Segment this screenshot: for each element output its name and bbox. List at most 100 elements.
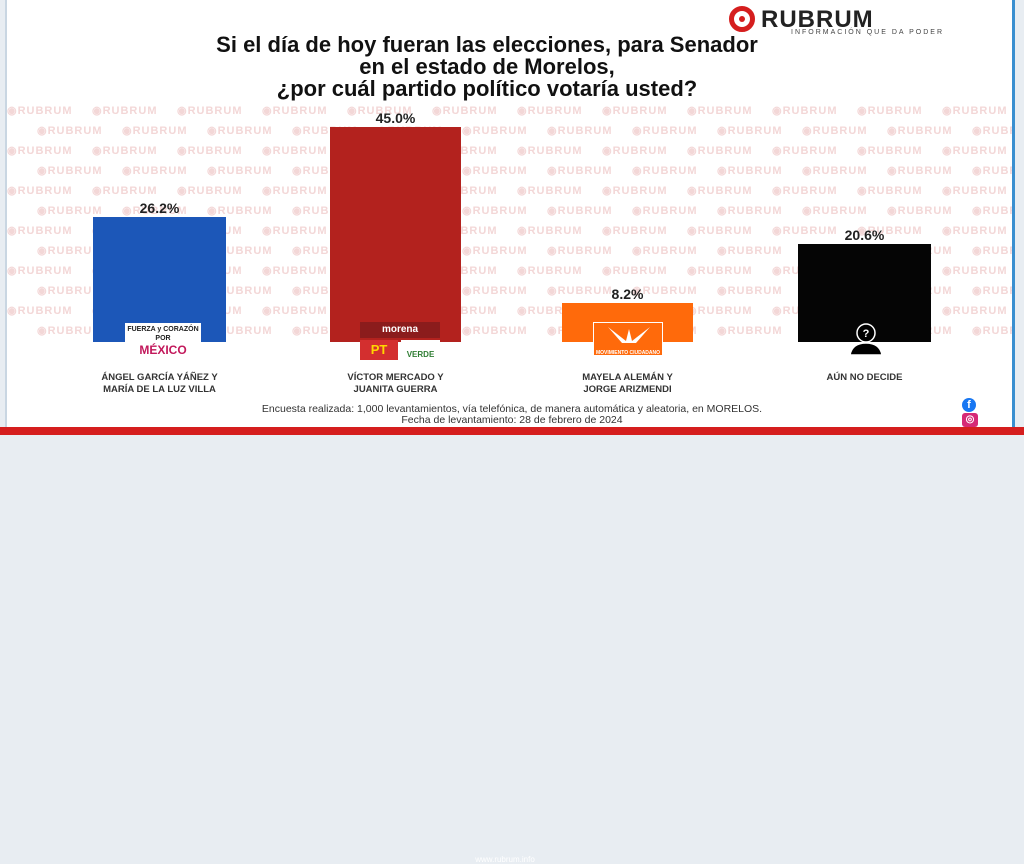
watermark-text: ◉RUBRUM bbox=[37, 285, 103, 297]
watermark-text: ◉RUBRUM bbox=[972, 325, 1012, 337]
survey-methodology: Encuesta realizada: 1,000 levantamientos… bbox=[261, 403, 763, 415]
facebook-icon[interactable]: f bbox=[962, 398, 976, 412]
watermark-text: ◉RUBRUM bbox=[887, 165, 953, 177]
watermark-text: ◉RUBRUM bbox=[857, 225, 923, 237]
watermark-text: ◉RUBRUM bbox=[262, 105, 328, 117]
brand-tagline: INFORMACIÓN QUE DA PODER bbox=[791, 29, 945, 36]
bar-value-label: 45.0% bbox=[375, 110, 416, 126]
morena-pt-verde-logo: morena PT VERDE bbox=[360, 322, 440, 360]
watermark-text: ◉RUBRUM bbox=[972, 285, 1012, 297]
watermark-text: ◉RUBRUM bbox=[547, 165, 613, 177]
watermark-text: ◉RUBRUM bbox=[972, 205, 1012, 217]
bar bbox=[93, 216, 226, 342]
survey-footer: Encuesta realizada: 1,000 levantamientos… bbox=[7, 403, 1012, 426]
watermark-text: ◉RUBRUM bbox=[687, 265, 753, 277]
watermark-text: ◉RUBRUM bbox=[602, 145, 668, 157]
watermark-text: ◉RUBRUM bbox=[207, 205, 273, 217]
candidate-label: ÁNGEL GARCÍA YÁÑEZ Y MARÍA DE LA LUZ VILL… bbox=[101, 372, 218, 395]
chart-title-line: Si el día de hoy fueran las elecciones, … bbox=[216, 32, 758, 57]
watermark-text: ◉RUBRUM bbox=[177, 105, 243, 117]
watermark-text: ◉RUBRUM bbox=[717, 285, 783, 297]
watermark-text: ◉RUBRUM bbox=[772, 225, 838, 237]
watermark-text: ◉RUBRUM bbox=[37, 325, 103, 337]
watermark-text: ◉RUBRUM bbox=[262, 225, 328, 237]
watermark-text: ◉RUBRUM bbox=[92, 145, 158, 157]
watermark-text: ◉RUBRUM bbox=[547, 285, 613, 297]
chart-title: Si el día de hoy fueran las elecciones, … bbox=[47, 34, 927, 100]
bar bbox=[330, 127, 461, 342]
watermark-text: ◉RUBRUM bbox=[262, 145, 328, 157]
fuerza-y-corazon-por-mexico-logo: FUERZA y CORAZÓN POR MÉXICO bbox=[125, 323, 201, 357]
rubrum-logo: RUBRUM INFORMACIÓN QUE DA PODER bbox=[729, 4, 989, 38]
watermark-text: ◉RUBRUM bbox=[942, 225, 1008, 237]
watermark-text: ◉RUBRUM bbox=[717, 205, 783, 217]
watermark-text: ◉RUBRUM bbox=[37, 165, 103, 177]
watermark-text: ◉RUBRUM bbox=[517, 105, 583, 117]
watermark-text: ◉RUBRUM bbox=[92, 105, 158, 117]
watermark-text: ◉RUBRUM bbox=[462, 125, 528, 137]
watermark-text: ◉RUBRUM bbox=[772, 185, 838, 197]
bar-value-label: 8.2% bbox=[611, 285, 644, 302]
watermark-text: ◉RUBRUM bbox=[772, 105, 838, 117]
survey-date: Fecha de levantamiento: 28 de febrero de… bbox=[401, 414, 623, 426]
candidate-label: AÚN NO DECIDE bbox=[826, 372, 903, 383]
watermark-text: ◉RUBRUM bbox=[7, 145, 73, 157]
watermark-text: ◉RUBRUM bbox=[7, 265, 73, 277]
chart-title-line: en el estado de Morelos, bbox=[359, 54, 615, 79]
watermark-text: ◉RUBRUM bbox=[687, 185, 753, 197]
watermark-text: ◉RUBRUM bbox=[602, 225, 668, 237]
instagram-icon[interactable]: ◎ bbox=[962, 413, 978, 427]
chart-title-line: ¿por cuál partido político votaría usted… bbox=[276, 76, 698, 101]
watermark-text: ◉RUBRUM bbox=[547, 205, 613, 217]
watermark-text: ◉RUBRUM bbox=[37, 205, 103, 217]
website-link[interactable]: www.rubrum.info bbox=[475, 855, 535, 864]
watermark-text: ◉RUBRUM bbox=[887, 205, 953, 217]
watermark-text: ◉RUBRUM bbox=[262, 305, 328, 317]
bar-value-label: 20.6% bbox=[844, 226, 885, 243]
watermark-text: ◉RUBRUM bbox=[717, 325, 783, 337]
watermark-text: ◉RUBRUM bbox=[942, 305, 1008, 317]
watermark-text: ◉RUBRUM bbox=[942, 265, 1008, 277]
watermark-text: ◉RUBRUM bbox=[92, 185, 158, 197]
watermark-text: ◉RUBRUM bbox=[462, 165, 528, 177]
logo-text: FUERZA y CORAZÓN POR bbox=[127, 326, 199, 342]
watermark-text: ◉RUBRUM bbox=[37, 245, 103, 257]
question-mark: ? bbox=[863, 328, 870, 340]
watermark-text: ◉RUBRUM bbox=[207, 165, 273, 177]
watermark-text: ◉RUBRUM bbox=[942, 145, 1008, 157]
bar-value-label: 26.2% bbox=[139, 199, 180, 216]
verde-logo: VERDE bbox=[401, 340, 440, 360]
watermark-text: ◉RUBRUM bbox=[177, 185, 243, 197]
watermark-text: ◉RUBRUM bbox=[7, 225, 73, 237]
watermark-text: ◉RUBRUM bbox=[717, 245, 783, 257]
watermark-text: ◉RUBRUM bbox=[262, 185, 328, 197]
watermark-text: ◉RUBRUM bbox=[462, 325, 528, 337]
watermark-text: ◉RUBRUM bbox=[7, 105, 73, 117]
watermark-text: ◉RUBRUM bbox=[887, 125, 953, 137]
logo-text: MÉXICO bbox=[139, 343, 187, 357]
watermark-text: ◉RUBRUM bbox=[857, 105, 923, 117]
watermark-text: ◉RUBRUM bbox=[687, 145, 753, 157]
watermark-text: ◉RUBRUM bbox=[462, 205, 528, 217]
watermark-text: ◉RUBRUM bbox=[517, 185, 583, 197]
watermark-text: ◉RUBRUM bbox=[7, 185, 73, 197]
watermark-text: ◉RUBRUM bbox=[772, 145, 838, 157]
pt-logo: PT bbox=[360, 340, 398, 360]
watermark-text: ◉RUBRUM bbox=[122, 125, 188, 137]
watermark-text: ◉RUBRUM bbox=[462, 245, 528, 257]
watermark-text: ◉RUBRUM bbox=[602, 185, 668, 197]
watermark-text: ◉RUBRUM bbox=[972, 125, 1012, 137]
watermark-text: ◉RUBRUM bbox=[687, 225, 753, 237]
watermark-text: ◉RUBRUM bbox=[602, 105, 668, 117]
candidate-label: MAYELA ALEMÁN Y JORGE ARIZMENDI bbox=[582, 372, 673, 395]
rubrum-logo-icon bbox=[729, 6, 755, 32]
watermark-text: ◉RUBRUM bbox=[632, 165, 698, 177]
watermark-text: ◉RUBRUM bbox=[207, 125, 273, 137]
watermark-text: ◉RUBRUM bbox=[632, 125, 698, 137]
watermark-text: ◉RUBRUM bbox=[632, 285, 698, 297]
movimiento-ciudadano-logo: MOVIMIENTO CIUDADANO bbox=[593, 322, 663, 356]
watermark-text: ◉RUBRUM bbox=[857, 145, 923, 157]
watermark-text: ◉RUBRUM bbox=[122, 205, 188, 217]
watermark-text: ◉RUBRUM bbox=[347, 105, 413, 117]
watermark-text: ◉RUBRUM bbox=[687, 305, 753, 317]
